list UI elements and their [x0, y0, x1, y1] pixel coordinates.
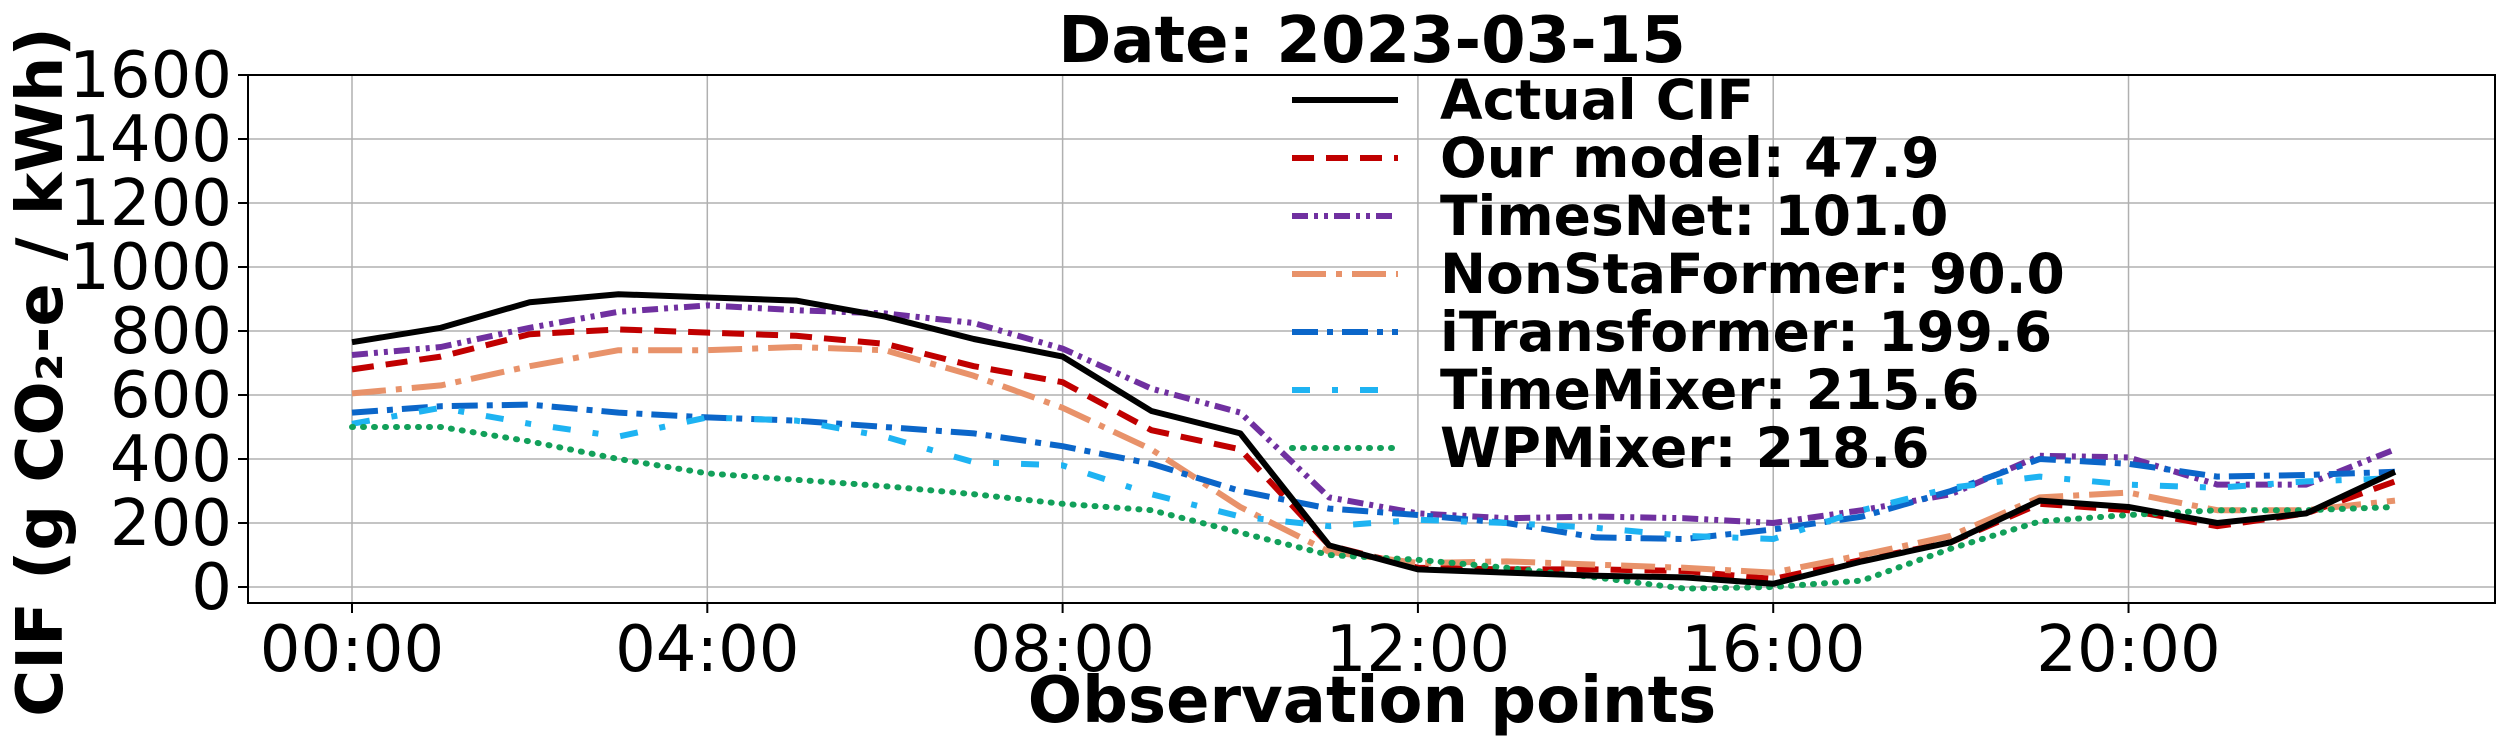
- y-tick-label: 1200: [69, 167, 232, 241]
- chart-title: Date: 2023-03-15: [1058, 4, 1686, 78]
- y-tick-label: 200: [110, 487, 232, 561]
- y-tick-label: 1600: [69, 39, 232, 113]
- y-tick-label: 600: [110, 359, 232, 433]
- series-line-1: [351, 291, 2397, 587]
- legend-label: NonStaFormer: 90.0: [1440, 242, 2065, 306]
- series-line-4: [351, 344, 2396, 576]
- x-axis-label: Observation points: [1028, 664, 1717, 738]
- legend-label: TimesNet: 101.0: [1440, 184, 1948, 248]
- x-tick-label: 04:00: [615, 613, 799, 687]
- series-line-6: [351, 404, 2396, 542]
- legend-label: Our model: 47.9: [1440, 126, 1940, 190]
- x-tick-labels: 00:00 04:00 08:00 12:00 16:00 20:00: [260, 603, 2221, 687]
- y-tick-label: 400: [110, 423, 232, 497]
- x-tick-label: 12:00: [1326, 613, 1510, 687]
- grid: [248, 74, 2495, 603]
- legend-label: WPMixer: 218.6: [1440, 416, 1930, 480]
- x-tick-label: 00:00: [260, 613, 444, 687]
- y-tick-label: 800: [110, 295, 232, 369]
- series-line-3: [351, 302, 2397, 526]
- series-lines: [349, 291, 2398, 592]
- legend-label: iTransformer: 199.6: [1440, 300, 2052, 364]
- y-axis-label: CIF (g CO₂-e / kWh): [4, 27, 78, 716]
- x-tick-label: 16:00: [1681, 613, 1865, 687]
- series-line-5: [351, 401, 2396, 542]
- x-tick-label: 20:00: [2036, 613, 2220, 687]
- y-tick-label: 0: [191, 551, 232, 625]
- legend-label: TimeMixer: 215.6: [1440, 358, 1980, 422]
- y-tick-label: 1000: [69, 231, 232, 305]
- y-tick-label: 1400: [69, 103, 232, 177]
- plot-frame: [247, 74, 2496, 604]
- series-line-2: [351, 326, 2397, 582]
- x-tick-label: 08:00: [970, 613, 1154, 687]
- legend-label: Actual CIF: [1440, 68, 1754, 132]
